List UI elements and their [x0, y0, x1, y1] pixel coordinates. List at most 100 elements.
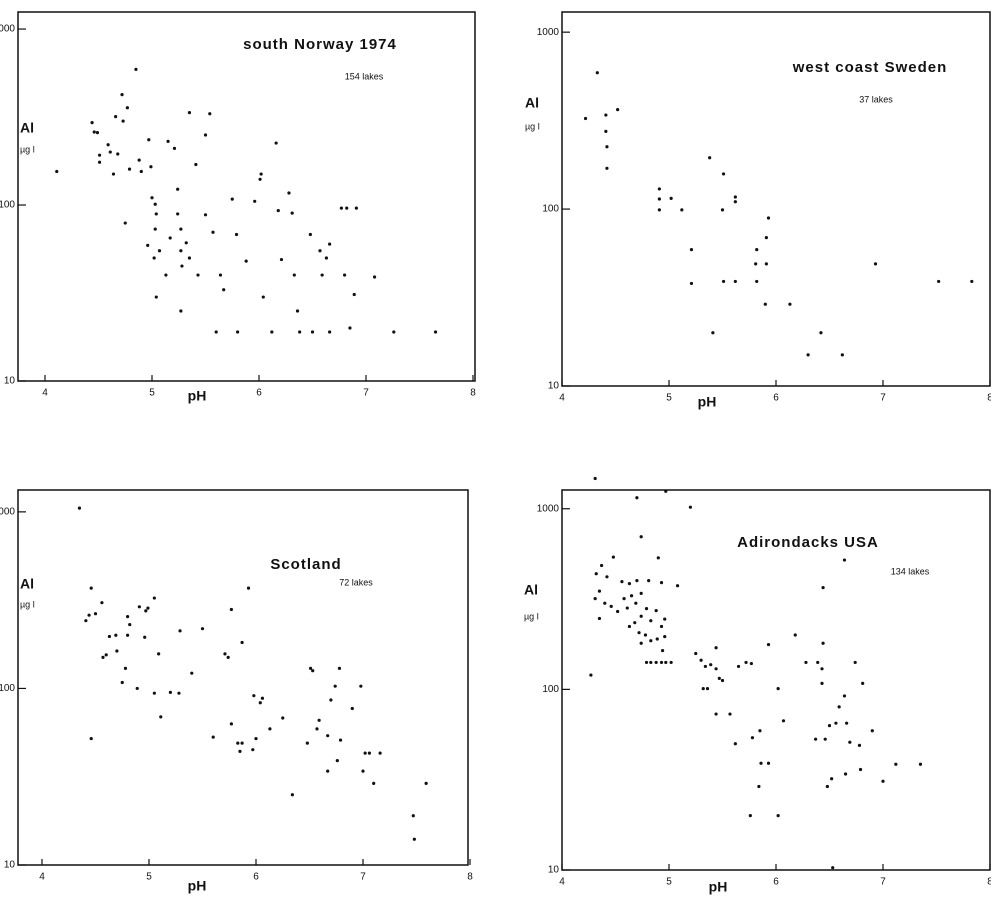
- data-point: [159, 715, 163, 719]
- x-tick-label: 8: [470, 388, 476, 399]
- lake-count: 154 lakes: [345, 71, 384, 81]
- data-point: [656, 556, 660, 560]
- data-point: [736, 664, 741, 669]
- data-point: [643, 633, 648, 637]
- data-point: [361, 769, 365, 773]
- data-point: [793, 633, 797, 637]
- data-point: [766, 761, 771, 765]
- data-point: [659, 660, 664, 665]
- data-point: [326, 769, 330, 773]
- data-point: [604, 129, 608, 133]
- x-tick-label: 7: [880, 393, 886, 404]
- data-point: [680, 208, 684, 212]
- data-point: [97, 153, 102, 157]
- data-point: [214, 330, 218, 334]
- data-point: [842, 694, 847, 698]
- x-axis-label: pH: [698, 394, 717, 410]
- data-point: [433, 330, 438, 334]
- data-point: [728, 712, 732, 716]
- data-point: [120, 93, 124, 97]
- data-point: [733, 742, 737, 746]
- x-axis-label: pH: [709, 879, 728, 895]
- data-point: [755, 248, 759, 252]
- x-axis-label: pH: [188, 388, 207, 404]
- x-tick-label: 4: [559, 393, 565, 404]
- data-point: [620, 580, 624, 584]
- data-point: [126, 615, 130, 619]
- data-point: [126, 633, 130, 637]
- data-point: [819, 331, 823, 335]
- data-point: [689, 248, 694, 252]
- lake-count: 72 lakes: [339, 577, 373, 587]
- data-point: [261, 295, 265, 299]
- data-point: [657, 187, 661, 191]
- data-point: [714, 712, 718, 716]
- data-point: [134, 67, 138, 71]
- data-point: [654, 660, 658, 665]
- data-point: [635, 496, 639, 500]
- x-tick-label: 6: [256, 388, 262, 399]
- x-axis-label: pH: [188, 878, 207, 894]
- data-point: [609, 604, 613, 608]
- data-point: [350, 706, 354, 711]
- data-point: [669, 196, 673, 200]
- data-point: [654, 608, 658, 613]
- data-point: [750, 736, 755, 740]
- x-tick-label: 5: [666, 393, 672, 404]
- data-point: [128, 622, 132, 627]
- data-point: [320, 273, 324, 277]
- data-point: [276, 208, 280, 213]
- x-tick-label: 5: [666, 877, 672, 888]
- data-point: [627, 624, 632, 629]
- x-tick-label: 4: [39, 872, 45, 883]
- data-point: [694, 651, 698, 656]
- data-point: [120, 680, 124, 685]
- data-point: [226, 655, 230, 659]
- y-tick-label: 10: [4, 860, 16, 871]
- data-point: [236, 330, 240, 334]
- data-point: [821, 641, 825, 645]
- data-point: [95, 130, 100, 135]
- data-point: [287, 191, 291, 195]
- data-point: [203, 213, 208, 217]
- data-point: [240, 741, 244, 745]
- data-point: [372, 275, 377, 279]
- data-point: [211, 735, 215, 739]
- x-tick-label: 6: [253, 872, 259, 883]
- data-point: [184, 241, 188, 245]
- y-tick-label: 10: [4, 376, 16, 387]
- data-point: [179, 227, 183, 231]
- panel-title: Scotland: [270, 556, 341, 573]
- data-point: [259, 172, 263, 176]
- data-point: [937, 279, 941, 284]
- data-point: [238, 749, 242, 753]
- data-point: [766, 642, 771, 647]
- data-point: [616, 107, 620, 112]
- data-point: [89, 586, 93, 590]
- data-point: [593, 476, 597, 481]
- data-point: [208, 112, 212, 116]
- data-point: [157, 652, 161, 656]
- data-point: [260, 696, 265, 700]
- data-point: [639, 591, 643, 595]
- data-point: [776, 814, 780, 818]
- data-point: [154, 295, 158, 299]
- data-point: [639, 535, 643, 539]
- data-point: [218, 273, 223, 277]
- data-point: [664, 489, 668, 493]
- y-tick-label: 100: [542, 684, 559, 695]
- data-point: [763, 302, 767, 306]
- data-point: [164, 273, 168, 277]
- data-point: [139, 169, 143, 174]
- y-tick-label: 100: [0, 200, 15, 211]
- data-point: [253, 199, 257, 203]
- data-point: [152, 256, 156, 260]
- data-point: [378, 751, 382, 755]
- data-point: [157, 249, 162, 253]
- data-point: [970, 279, 974, 284]
- data-point: [305, 741, 309, 745]
- data-point: [203, 133, 208, 137]
- data-point: [290, 793, 294, 797]
- data-point: [605, 166, 609, 170]
- data-point: [166, 139, 170, 143]
